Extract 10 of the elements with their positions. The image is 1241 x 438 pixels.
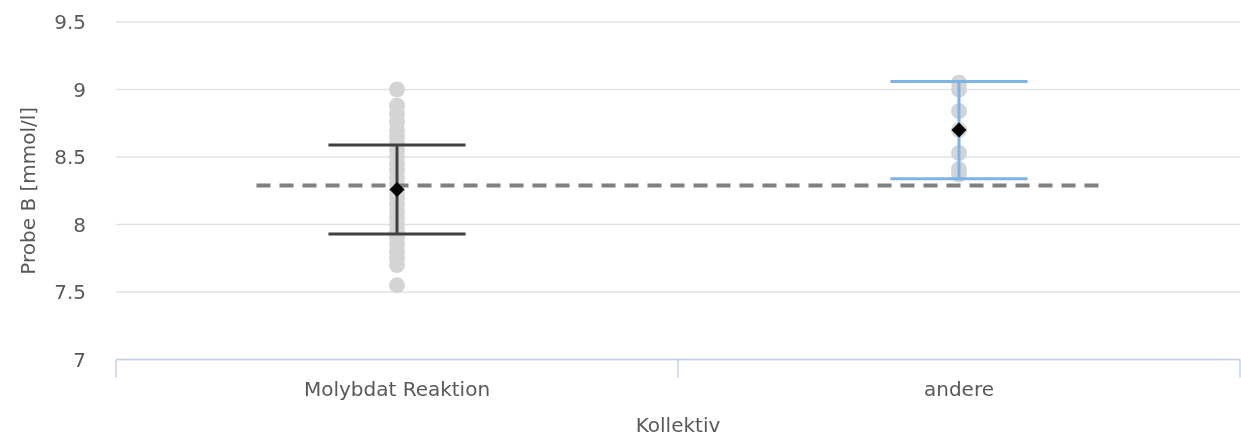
x-axis-title: Kollektiv [635, 413, 721, 437]
y-tick-label: 9 [73, 77, 86, 102]
y-tick-label: 8 [73, 212, 86, 237]
y-tick-label: 7.5 [54, 280, 86, 305]
y-tick-label: 7 [73, 347, 86, 372]
x-tick-label: andere [923, 377, 995, 401]
y-tick-label: 8.5 [54, 145, 86, 170]
y-axis-title: Probe B [mmol/l] [16, 106, 40, 275]
x-tick-label: Molybdat Reaktion [303, 377, 491, 401]
y-tick-label: 9.5 [54, 10, 86, 34]
